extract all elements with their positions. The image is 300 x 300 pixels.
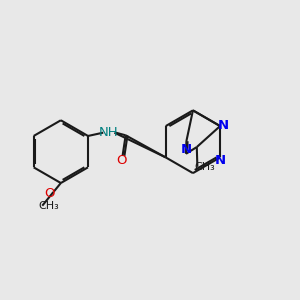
- Text: O: O: [44, 187, 55, 200]
- Text: N: N: [218, 119, 229, 132]
- Text: NH: NH: [99, 126, 118, 139]
- Text: CH₃: CH₃: [38, 201, 59, 211]
- Text: N: N: [215, 154, 226, 167]
- Text: CH₃: CH₃: [194, 162, 215, 172]
- Text: O: O: [116, 154, 127, 167]
- Text: N: N: [180, 143, 191, 156]
